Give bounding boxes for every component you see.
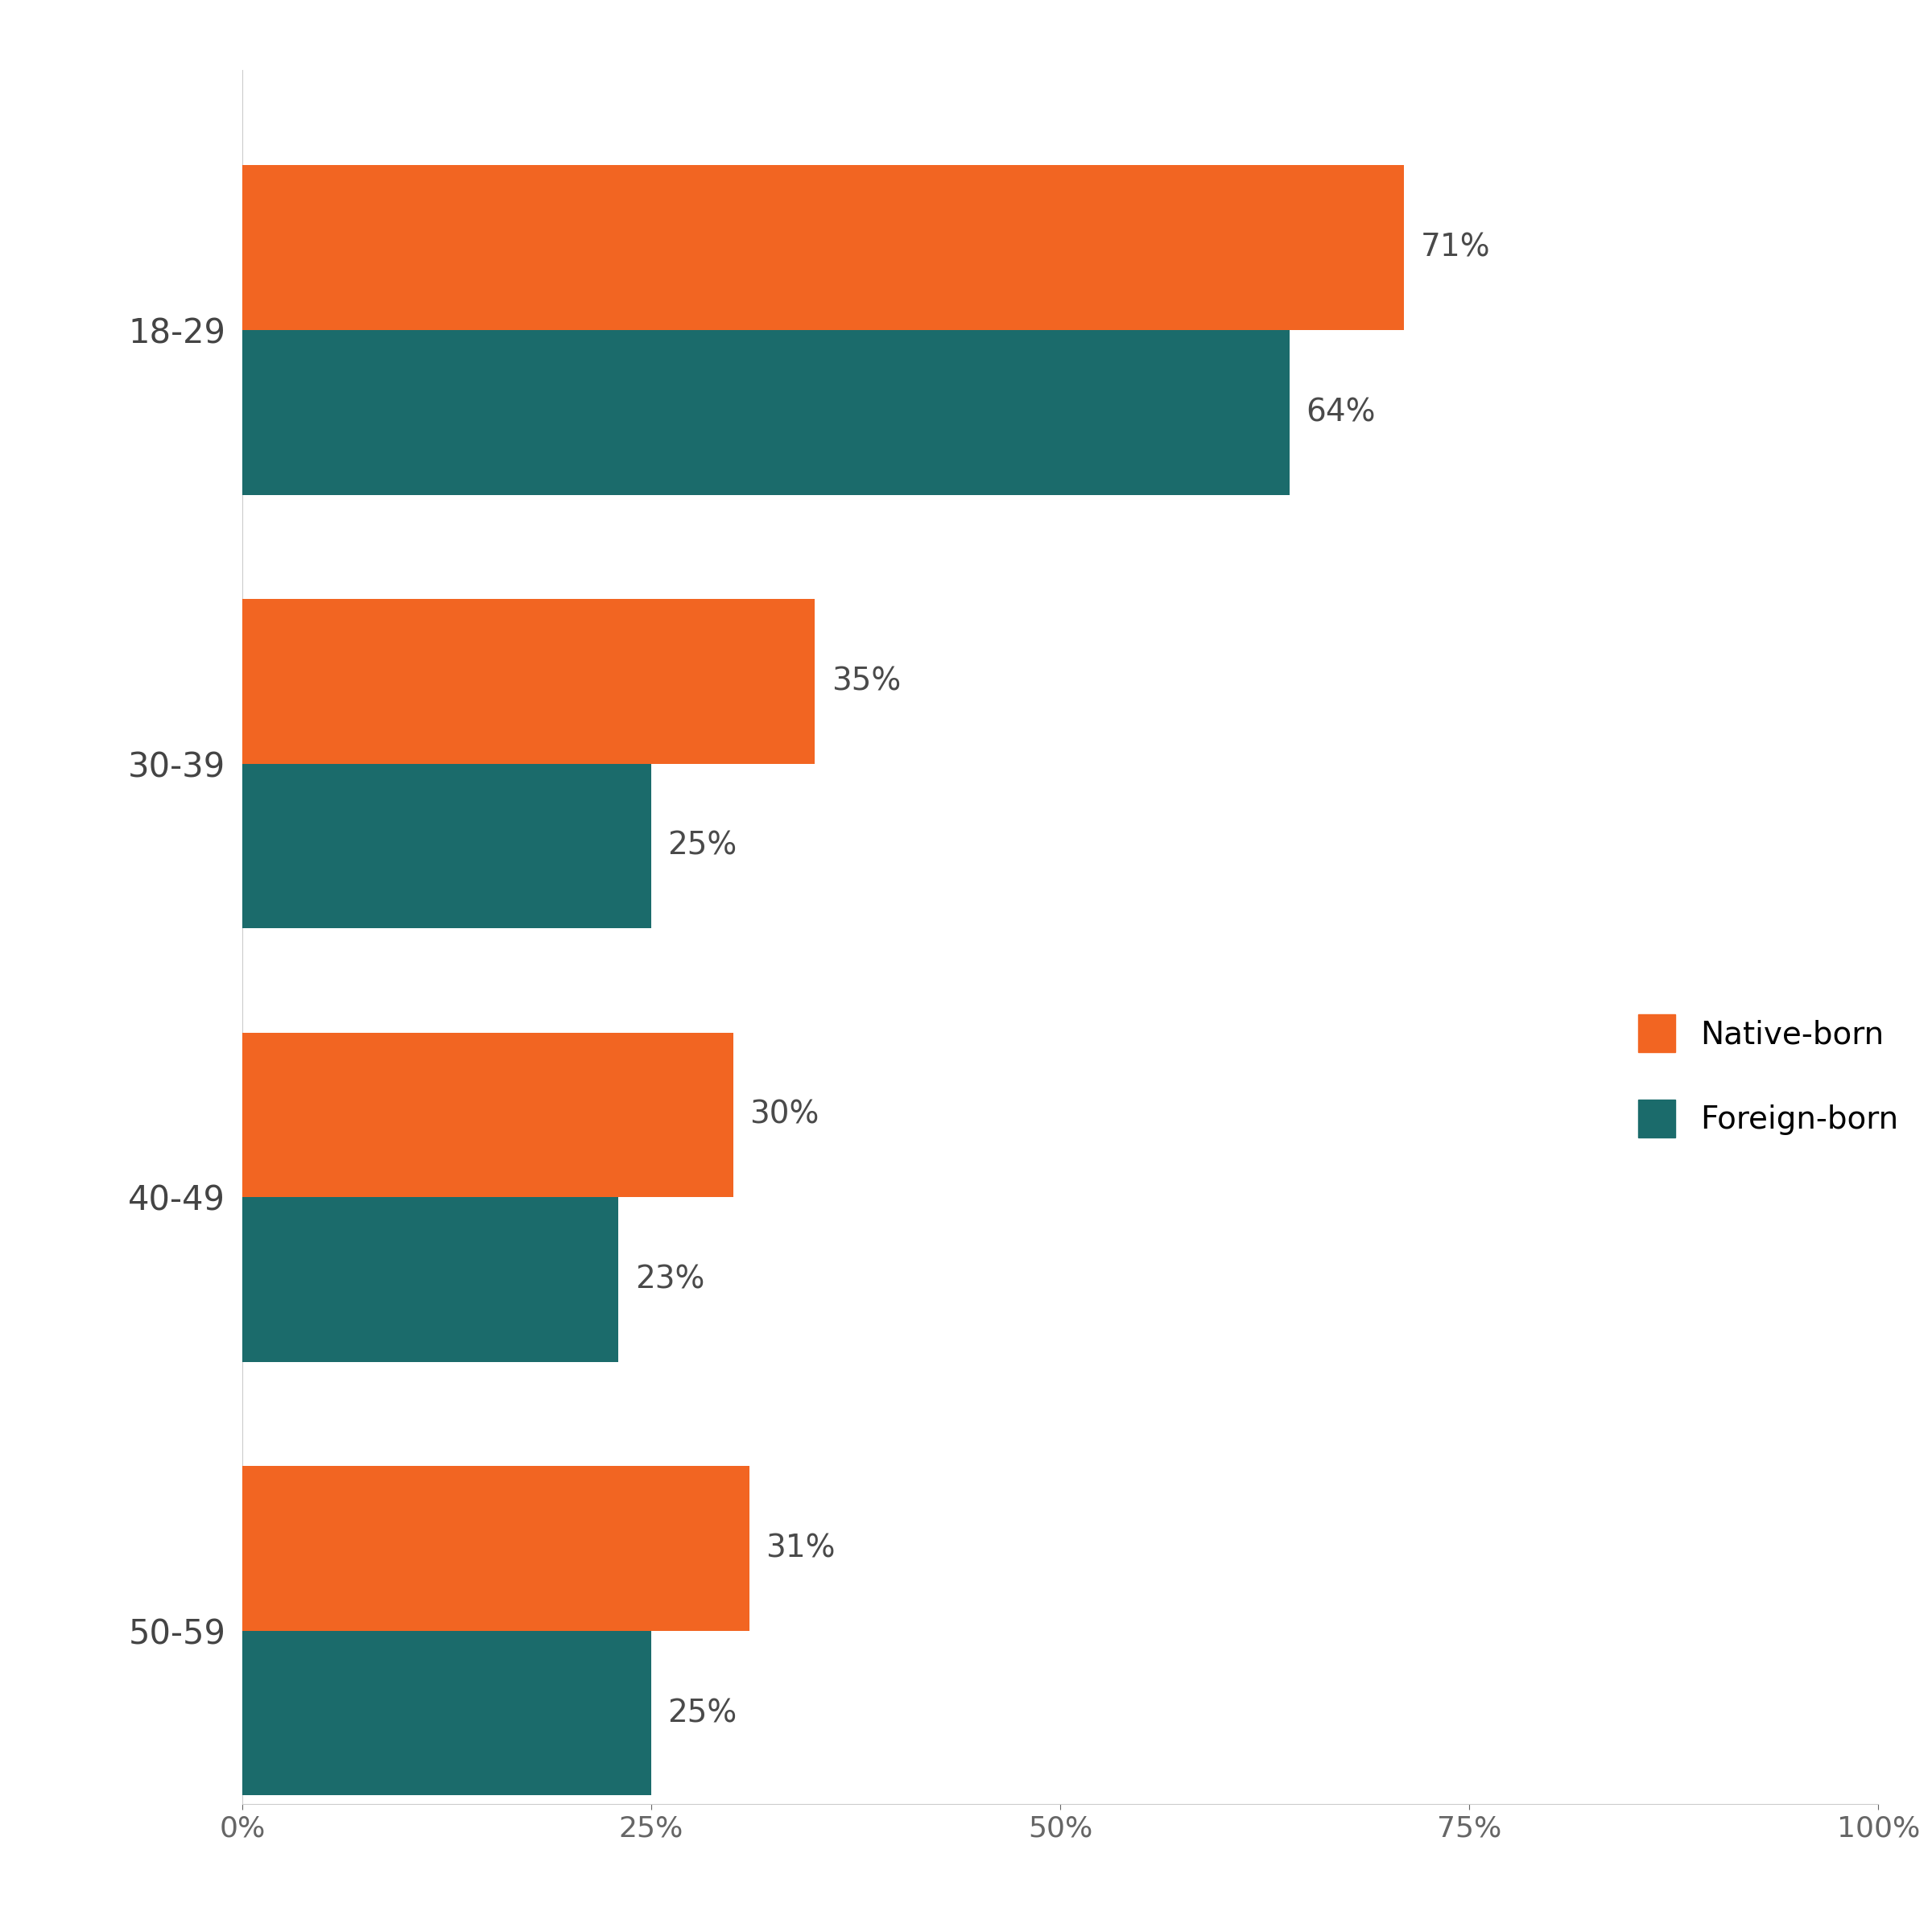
Bar [242,166,1405,330]
Bar [242,1198,618,1362]
Bar [242,330,1289,495]
Bar [242,763,651,929]
Text: 71%: 71% [1420,232,1490,263]
Text: 25%: 25% [668,831,738,862]
Text: 25%: 25% [668,1698,738,1729]
Bar [242,599,815,763]
Text: 31%: 31% [765,1532,835,1563]
Text: 35%: 35% [831,667,900,697]
Text: 23%: 23% [636,1264,705,1294]
Text: 64%: 64% [1306,398,1376,427]
Legend: Native-born, Foreign-born: Native-born, Foreign-born [1625,1001,1911,1150]
Bar [242,1631,651,1795]
Bar [242,1466,750,1631]
Bar [242,1032,732,1198]
Text: 30%: 30% [750,1099,819,1130]
